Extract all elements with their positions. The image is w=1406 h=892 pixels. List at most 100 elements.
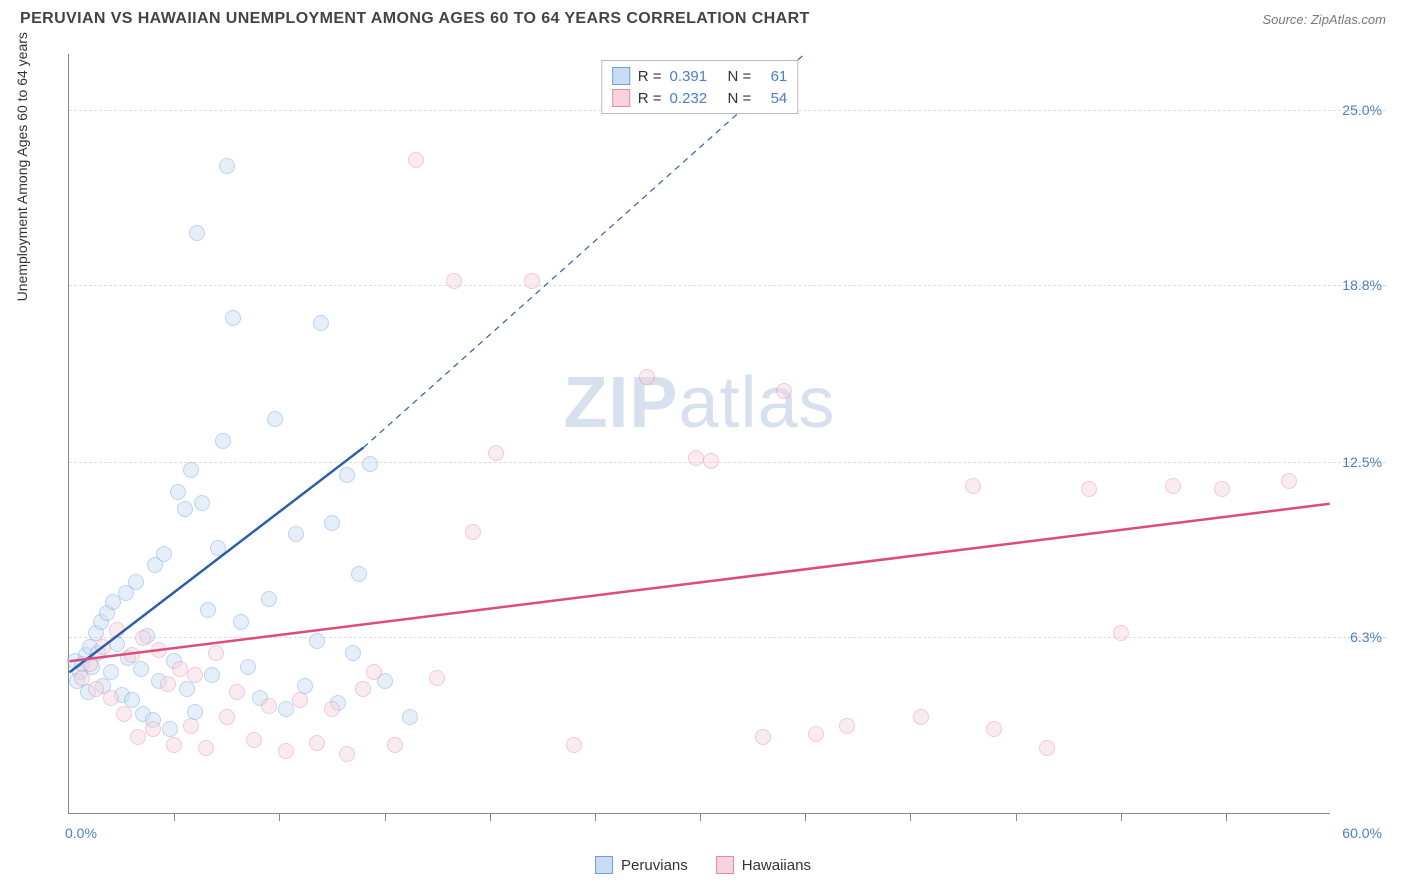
data-point	[278, 743, 294, 759]
data-point	[524, 273, 540, 289]
y-tick-label: 6.3%	[1350, 629, 1382, 645]
data-point	[116, 706, 132, 722]
data-point	[210, 540, 226, 556]
data-point	[183, 462, 199, 478]
data-point	[345, 645, 361, 661]
data-point	[88, 681, 104, 697]
data-point	[965, 478, 981, 494]
data-point	[465, 524, 481, 540]
n-label: N =	[728, 90, 752, 107]
data-point	[151, 642, 167, 658]
data-point	[225, 310, 241, 326]
data-point	[324, 701, 340, 717]
data-point	[288, 526, 304, 542]
data-point	[566, 737, 582, 753]
data-point	[95, 639, 111, 655]
data-point	[172, 661, 188, 677]
data-point	[103, 690, 119, 706]
x-tick	[805, 813, 806, 821]
data-point	[162, 721, 178, 737]
data-point	[240, 659, 256, 675]
x-tick-label: 0.0%	[65, 825, 97, 841]
data-point	[292, 692, 308, 708]
data-point	[135, 630, 151, 646]
data-point	[194, 495, 210, 511]
data-point	[839, 718, 855, 734]
data-point	[387, 737, 403, 753]
legend-swatch	[716, 856, 734, 874]
data-point	[67, 653, 83, 669]
data-point	[639, 369, 655, 385]
data-point	[429, 670, 445, 686]
data-point	[313, 315, 329, 331]
x-tick	[174, 813, 175, 821]
data-point	[913, 709, 929, 725]
data-point	[177, 501, 193, 517]
data-point	[309, 735, 325, 751]
data-point	[309, 633, 325, 649]
data-point	[82, 656, 98, 672]
data-point	[267, 411, 283, 427]
y-tick-label: 18.8%	[1342, 277, 1382, 293]
data-point	[1081, 481, 1097, 497]
data-point	[229, 684, 245, 700]
data-point	[488, 445, 504, 461]
r-value: 0.232	[670, 90, 720, 107]
data-point	[124, 647, 140, 663]
data-point	[198, 740, 214, 756]
data-point	[1165, 478, 1181, 494]
data-point	[170, 484, 186, 500]
data-point	[261, 591, 277, 607]
legend-swatch	[595, 856, 613, 874]
data-point	[128, 574, 144, 590]
n-value: 61	[759, 68, 787, 85]
data-point	[156, 546, 172, 562]
legend-label: Hawaiians	[742, 857, 811, 874]
data-point	[776, 383, 792, 399]
data-point	[219, 709, 235, 725]
data-point	[74, 670, 90, 686]
data-point	[103, 664, 119, 680]
data-point	[278, 701, 294, 717]
x-tick	[1016, 813, 1017, 821]
data-point	[189, 225, 205, 241]
header: PERUVIAN VS HAWAIIAN UNEMPLOYMENT AMONG …	[0, 0, 1406, 34]
data-point	[179, 681, 195, 697]
gridline	[69, 462, 1386, 463]
data-point	[1281, 473, 1297, 489]
x-tick-label: 60.0%	[1342, 825, 1382, 841]
data-point	[339, 467, 355, 483]
y-axis-label: Unemployment Among Ages 60 to 64 years	[14, 32, 30, 301]
x-tick	[279, 813, 280, 821]
data-point	[339, 746, 355, 762]
data-point	[703, 453, 719, 469]
data-point	[351, 566, 367, 582]
data-point	[187, 667, 203, 683]
plot-area: ZIPatlas R =0.391N =61R =0.232N =54 6.3%…	[68, 54, 1330, 814]
legend-row: R =0.391N =61	[612, 65, 788, 87]
data-point	[755, 729, 771, 745]
x-tick	[490, 813, 491, 821]
data-point	[1113, 625, 1129, 641]
r-label: R =	[638, 68, 662, 85]
data-point	[446, 273, 462, 289]
data-point	[324, 515, 340, 531]
n-label: N =	[728, 68, 752, 85]
x-tick	[700, 813, 701, 821]
x-tick	[595, 813, 596, 821]
data-point	[160, 676, 176, 692]
data-point	[1214, 481, 1230, 497]
data-point	[204, 667, 220, 683]
legend-swatch	[612, 89, 630, 107]
data-point	[355, 681, 371, 697]
legend-label: Peruvians	[621, 857, 688, 874]
data-point	[130, 729, 146, 745]
legend-item: Hawaiians	[716, 856, 811, 874]
data-point	[1039, 740, 1055, 756]
data-point	[183, 718, 199, 734]
y-tick-label: 12.5%	[1342, 454, 1382, 470]
data-point	[109, 622, 125, 638]
x-tick	[910, 813, 911, 821]
data-point	[208, 645, 224, 661]
data-point	[366, 664, 382, 680]
